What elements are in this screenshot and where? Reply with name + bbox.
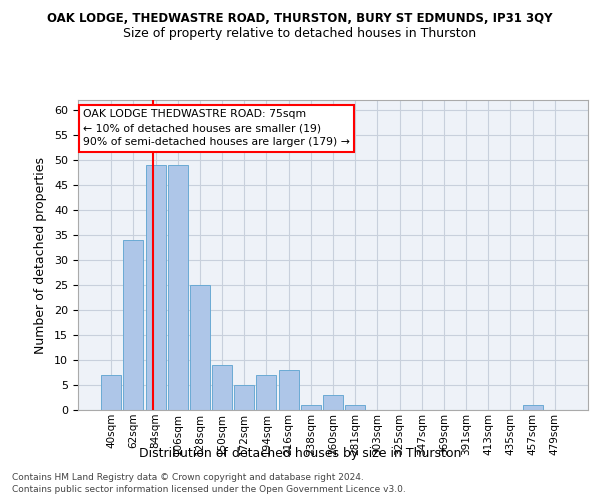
Bar bbox=[234, 385, 254, 410]
Text: Distribution of detached houses by size in Thurston: Distribution of detached houses by size … bbox=[139, 448, 461, 460]
Bar bbox=[124, 240, 143, 410]
Text: OAK LODGE, THEDWASTRE ROAD, THURSTON, BURY ST EDMUNDS, IP31 3QY: OAK LODGE, THEDWASTRE ROAD, THURSTON, BU… bbox=[47, 12, 553, 26]
Bar bbox=[212, 365, 232, 410]
Bar bbox=[146, 165, 166, 410]
Text: Contains public sector information licensed under the Open Government Licence v3: Contains public sector information licen… bbox=[12, 485, 406, 494]
Bar bbox=[256, 375, 277, 410]
Bar bbox=[190, 285, 210, 410]
Bar bbox=[278, 370, 299, 410]
Bar bbox=[101, 375, 121, 410]
Y-axis label: Number of detached properties: Number of detached properties bbox=[34, 156, 47, 354]
Bar bbox=[301, 405, 321, 410]
Text: Size of property relative to detached houses in Thurston: Size of property relative to detached ho… bbox=[124, 28, 476, 40]
Bar bbox=[168, 165, 188, 410]
Bar bbox=[323, 395, 343, 410]
Bar bbox=[523, 405, 542, 410]
Text: Contains HM Land Registry data © Crown copyright and database right 2024.: Contains HM Land Registry data © Crown c… bbox=[12, 472, 364, 482]
Bar bbox=[345, 405, 365, 410]
Text: OAK LODGE THEDWASTRE ROAD: 75sqm
← 10% of detached houses are smaller (19)
90% o: OAK LODGE THEDWASTRE ROAD: 75sqm ← 10% o… bbox=[83, 110, 350, 148]
